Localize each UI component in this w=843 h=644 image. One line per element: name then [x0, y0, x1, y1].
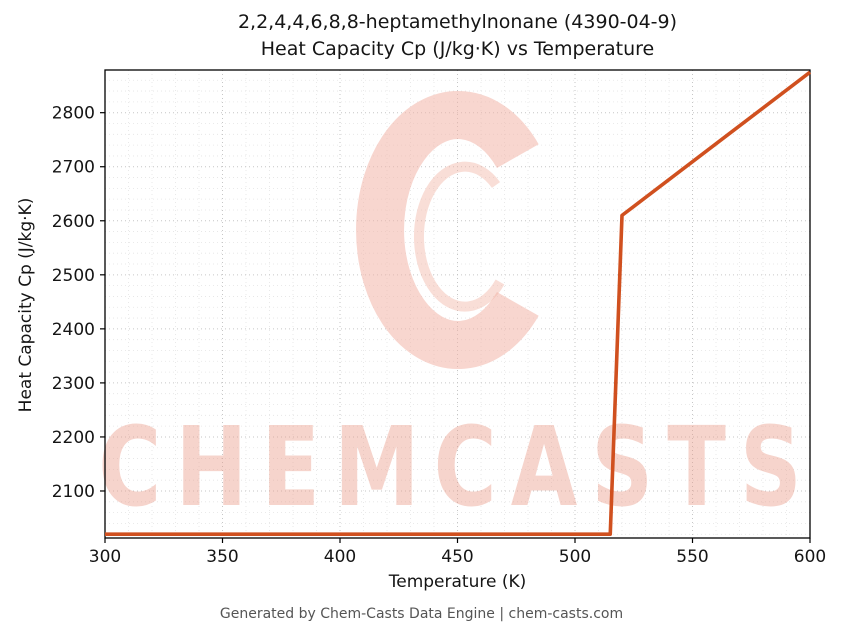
x-tick-label: 450 [441, 547, 473, 567]
x-tick-label: 400 [324, 547, 356, 567]
watermark-text: CHEMCASTS [98, 404, 816, 532]
y-tick-label: 2700 [52, 158, 95, 178]
x-tick-label: 550 [676, 547, 708, 567]
x-tick-label: 600 [794, 547, 826, 567]
y-tick-label: 2500 [52, 266, 95, 286]
y-tick-label: 2200 [52, 428, 95, 448]
y-tick-label: 2600 [52, 212, 95, 232]
tick-label-layer: 300 350 400 450 500 550 600 2100 2200 2300 2400 250… [52, 104, 826, 567]
y-tick-label: 2800 [52, 104, 95, 124]
chart-title-line2: Heat Capacity Cp (J/kg·K) vs Temperature [260, 37, 655, 60]
chemcasts-watermark: CHEMCASTS [98, 91, 816, 532]
axes-layer [100, 69, 811, 543]
y-tick-label: 2400 [52, 320, 95, 340]
y-tick-label: 2100 [52, 482, 95, 502]
heat-capacity-line [105, 70, 812, 537]
series-layer [105, 70, 812, 537]
chart-title-line1: 2,2,4,4,6,8,8-heptamethylnonane (4390-04… [237, 11, 678, 33]
plot-border [104, 69, 811, 539]
x-axis-label: Temperature (K) [388, 572, 527, 592]
x-tick-label: 350 [206, 547, 238, 567]
chart-title: 2,2,4,4,6,8,8-heptamethylnonane (4390-04… [105, 9, 810, 63]
y-axis-label: Heat Capacity Cp (J/kg·K) [16, 197, 36, 413]
watermark-c-swirl-icon [413, 161, 505, 312]
x-tick-label: 500 [559, 547, 591, 567]
y-tick-label: 2300 [52, 374, 95, 394]
x-tick-label: 300 [89, 547, 121, 567]
footer-caption: Generated by Chem-Casts Data Engine | ch… [219, 606, 624, 622]
watermark-c-logo-icon [356, 91, 539, 369]
